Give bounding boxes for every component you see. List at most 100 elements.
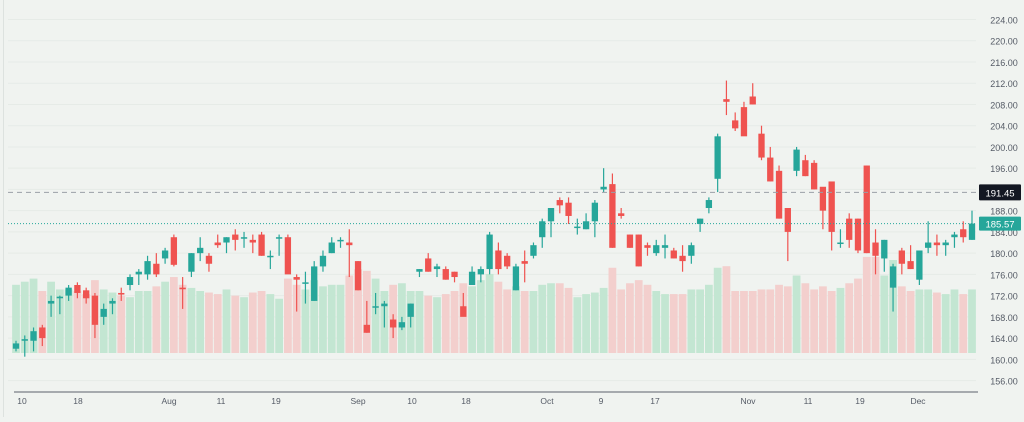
candle-body [197, 247, 204, 254]
volume-bar [205, 292, 213, 353]
candle-body [574, 226, 581, 229]
price-tick-label: 200.00 [990, 143, 1018, 153]
volume-bar [897, 286, 906, 353]
volume-bar [669, 294, 678, 353]
volume-bar [152, 286, 161, 353]
candle-body [758, 133, 765, 158]
candle-body [214, 242, 221, 246]
time-tick-label: 18 [461, 396, 471, 406]
time-tick-label: 11 [804, 396, 813, 406]
volume-bar [775, 284, 783, 353]
volume-bar [213, 294, 222, 353]
candle-body [363, 324, 370, 333]
volume-bar [696, 289, 704, 353]
candle-body [398, 322, 406, 328]
candle-body [416, 269, 423, 272]
volume-bar [73, 291, 82, 353]
candle-body [907, 261, 914, 270]
candle-body [802, 160, 809, 177]
volume-bar [731, 291, 740, 353]
candle-body [302, 282, 309, 284]
time-tick-label: 19 [855, 396, 865, 406]
price-axis[interactable]: 224.00 220.00 216.00 212.00 208.00 204.00 200.… [979, 16, 1021, 387]
volume-bars [12, 256, 976, 353]
candle-body [889, 266, 897, 288]
volume-bar [801, 283, 810, 353]
candle-body [21, 339, 28, 341]
candle-body [618, 213, 625, 216]
volume-bar [47, 281, 55, 353]
volume-bar [134, 291, 143, 353]
volume-bar [810, 289, 819, 353]
volume-bar [503, 289, 512, 353]
candle-body [696, 218, 704, 224]
volume-bar [301, 289, 310, 353]
price-tick-label: 156.00 [990, 377, 1018, 387]
price-tick-label: 176.00 [990, 270, 1018, 280]
volume-bar [652, 291, 661, 353]
candle-body [503, 255, 511, 267]
candle-body [881, 239, 888, 259]
candle-body [539, 221, 546, 238]
volume-bar [529, 291, 538, 353]
candle-body [311, 266, 318, 301]
volume-bar [906, 291, 915, 353]
volume-bar [766, 289, 775, 353]
volume-bar [20, 281, 29, 353]
candle-body [582, 221, 590, 230]
candle-body [547, 208, 555, 222]
candle-body [521, 261, 528, 264]
last-price-label: 185.57 [985, 220, 1014, 231]
candle-body [337, 239, 344, 242]
candle-body [161, 250, 169, 259]
candle-body [144, 261, 151, 275]
candle-body [591, 202, 599, 222]
price-tick-label: 204.00 [990, 122, 1018, 132]
volume-bar [968, 289, 976, 353]
volume-bar [722, 266, 731, 353]
volume-bar [950, 289, 959, 353]
volume-bar [275, 298, 284, 353]
time-tick-label: 9 [599, 396, 604, 406]
volume-bar [433, 297, 441, 353]
volume-bar [231, 295, 240, 353]
candle-body [793, 149, 800, 171]
volume-bar [64, 289, 73, 353]
candle-body [705, 200, 713, 209]
candle-body [872, 242, 879, 256]
time-axis[interactable]: 10 18 Aug 11 19 Sep 10 18 Oct 9 17 Nov 11 19 Dec [14, 391, 978, 406]
volume-bar [871, 256, 880, 353]
candle-body [451, 271, 458, 278]
volume-bar [441, 294, 450, 353]
volume-bar [354, 269, 362, 353]
volume-bar [880, 275, 889, 353]
volume-bar [415, 291, 424, 353]
volume-bar [757, 289, 766, 353]
candle-body [460, 306, 467, 317]
volume-bar [573, 297, 582, 353]
candle-body [810, 162, 818, 190]
volume-bar [643, 284, 652, 353]
volume-bar [590, 292, 599, 353]
volume-bar [819, 286, 827, 353]
price-tick-label: 160.00 [990, 355, 1018, 365]
volume-bar [704, 284, 713, 353]
volume-bar [178, 284, 187, 353]
volume-bar [494, 281, 503, 353]
candle-body [284, 237, 292, 275]
crosshair-price-label: 191.45 [985, 188, 1014, 199]
candle-body [381, 303, 388, 307]
volume-bar [169, 277, 178, 353]
candle-body [960, 229, 967, 238]
candle-body [39, 327, 46, 339]
volume-bar [862, 256, 871, 353]
candle-body [240, 237, 248, 239]
price-tick-label: 208.00 [990, 100, 1018, 110]
candle-body [732, 120, 739, 129]
volume-bar [38, 291, 47, 353]
candle-body [723, 99, 730, 102]
price-tick-label: 196.00 [990, 164, 1018, 174]
price-tick-label: 164.00 [990, 334, 1018, 344]
